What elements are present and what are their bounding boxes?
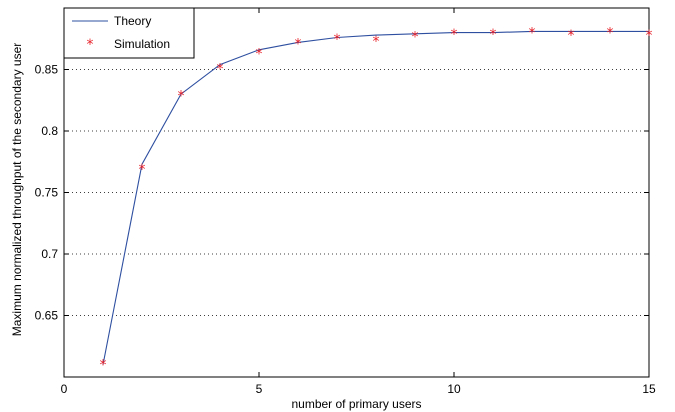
series-simulation-point: *	[451, 27, 458, 43]
series-simulation-point: *	[334, 32, 341, 48]
y-tick-label: 0.8	[41, 124, 58, 138]
series-simulation-point: *	[178, 88, 185, 104]
x-tick-label: 10	[447, 382, 461, 396]
y-axis-label: Maximum normalized throughput of the sec…	[10, 43, 24, 336]
series-simulation-point: *	[256, 47, 263, 63]
legend-box	[63, 7, 195, 59]
ticks: 0.65 0.7 0.75 0.8 0.85 0 5 10 15	[35, 8, 656, 396]
series-simulation-point: *	[100, 358, 107, 374]
legend: Theory * Simulation	[63, 7, 195, 59]
series-simulation-point: *	[217, 61, 224, 77]
y-tick-label: 0.85	[35, 63, 59, 77]
x-tick-label: 0	[61, 382, 68, 396]
x-tick-label: 5	[256, 382, 263, 396]
y-tick-label: 0.7	[41, 247, 58, 261]
series-simulation-point: *	[412, 29, 419, 45]
series-simulation-point: *	[607, 26, 614, 42]
series-theory-line	[102, 30, 649, 365]
series-simulation-point: *	[373, 34, 380, 50]
series-simulation-point: *	[568, 28, 575, 44]
grid	[64, 69, 649, 316]
y-tick-label: 0.75	[35, 186, 59, 200]
series-simulation-point: *	[646, 28, 653, 44]
series-simulation-point: *	[490, 27, 497, 43]
series-simulation-point: *	[529, 26, 536, 42]
legend-simulation-swatch: *	[87, 37, 94, 53]
series: * * * * * * * * * * * * * * *	[100, 26, 653, 374]
series-simulation-point: *	[295, 37, 302, 53]
series-simulation-point: *	[139, 162, 146, 178]
legend-theory-label: Theory	[114, 14, 151, 28]
y-tick-label: 0.65	[35, 309, 59, 323]
x-axis-label: number of primary users	[291, 397, 421, 411]
x-tick-label: 15	[642, 382, 656, 396]
legend-simulation-label: Simulation	[114, 37, 170, 51]
